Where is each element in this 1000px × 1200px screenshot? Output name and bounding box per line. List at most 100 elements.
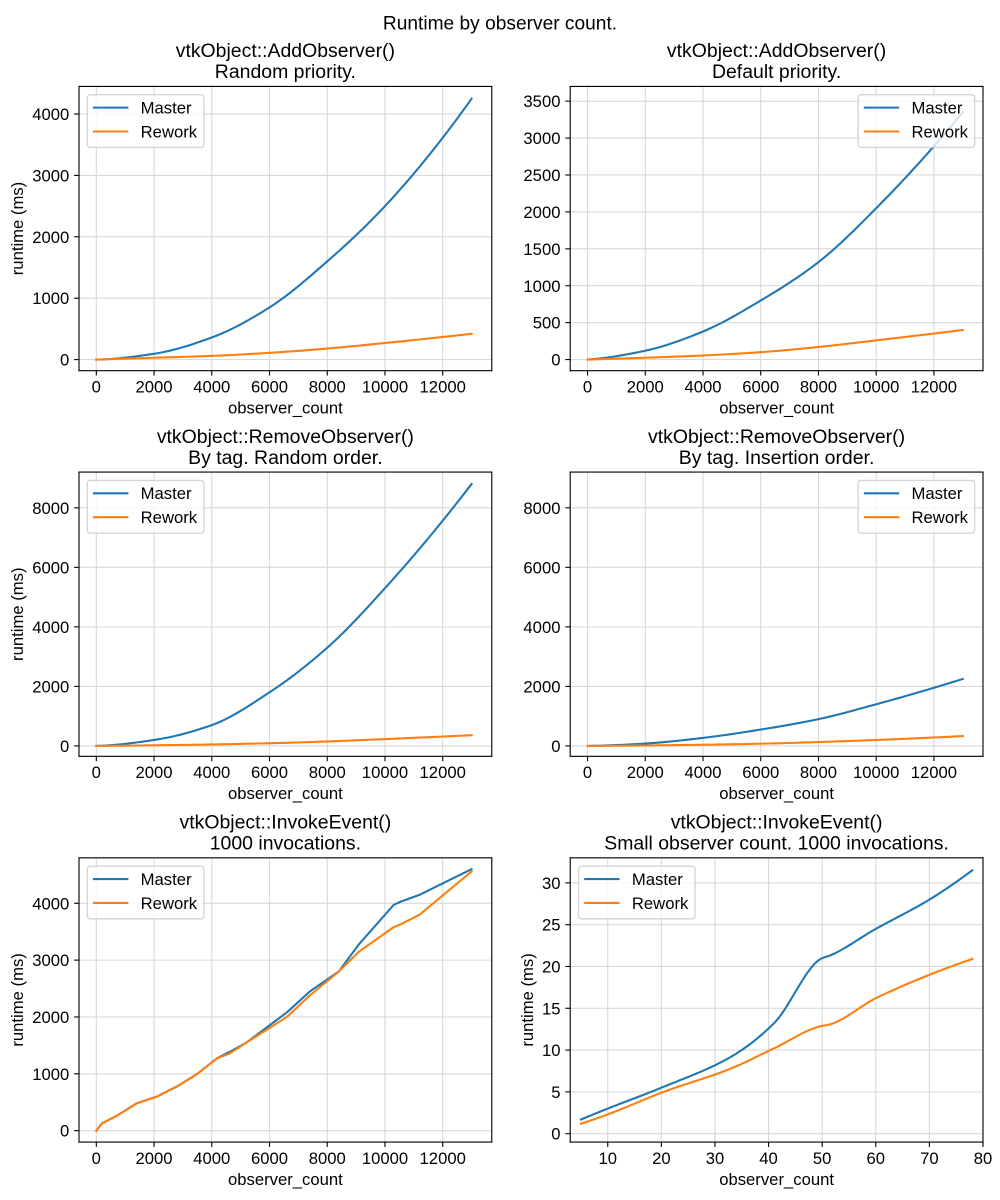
svg-text:8000: 8000: [32, 499, 69, 518]
svg-text:10000: 10000: [362, 763, 408, 782]
svg-text:1000: 1000: [32, 289, 69, 308]
svg-text:0: 0: [92, 1149, 101, 1168]
svg-text:30: 30: [542, 874, 561, 893]
svg-text:Master: Master: [141, 484, 192, 503]
svg-text:2000: 2000: [523, 677, 560, 696]
svg-text:Runtime by observer count.: Runtime by observer count.: [383, 13, 617, 34]
svg-text:8000: 8000: [800, 377, 837, 396]
svg-text:30: 30: [706, 1149, 725, 1168]
svg-text:2500: 2500: [523, 166, 560, 185]
svg-text:20: 20: [652, 1149, 671, 1168]
svg-text:Master: Master: [912, 98, 963, 117]
svg-text:25: 25: [542, 916, 561, 935]
svg-text:0: 0: [60, 1122, 69, 1141]
svg-text:8000: 8000: [800, 763, 837, 782]
svg-text:0: 0: [60, 351, 69, 370]
svg-text:3000: 3000: [523, 129, 560, 148]
svg-text:1500: 1500: [523, 240, 560, 259]
svg-text:12000: 12000: [420, 1149, 466, 1168]
svg-text:observer_count: observer_count: [228, 399, 343, 418]
svg-text:1000: 1000: [523, 277, 560, 296]
svg-text:runtime (ms): runtime (ms): [8, 953, 27, 1046]
svg-text:Rework: Rework: [632, 894, 689, 913]
svg-text:Random priority.: Random priority.: [215, 61, 356, 83]
svg-text:observer_count: observer_count: [719, 1170, 834, 1189]
svg-text:Rework: Rework: [912, 122, 969, 141]
svg-text:8000: 8000: [309, 377, 346, 396]
svg-text:10000: 10000: [362, 377, 408, 396]
svg-text:2000: 2000: [32, 1008, 69, 1027]
svg-text:2000: 2000: [136, 1149, 173, 1168]
svg-text:500: 500: [533, 314, 561, 333]
svg-text:runtime (ms): runtime (ms): [8, 182, 27, 275]
svg-text:4000: 4000: [32, 894, 69, 913]
svg-text:4000: 4000: [684, 763, 721, 782]
svg-text:0: 0: [583, 377, 592, 396]
svg-text:80: 80: [974, 1149, 993, 1168]
svg-text:4000: 4000: [684, 377, 721, 396]
svg-text:3500: 3500: [523, 92, 560, 111]
svg-text:vtkObject::AddObserver(): vtkObject::AddObserver(): [667, 40, 886, 62]
svg-text:10000: 10000: [362, 1149, 408, 1168]
svg-text:5: 5: [551, 1083, 560, 1102]
svg-text:50: 50: [813, 1149, 832, 1168]
svg-text:4000: 4000: [193, 763, 230, 782]
svg-text:10: 10: [598, 1149, 617, 1168]
svg-text:6000: 6000: [251, 763, 288, 782]
svg-text:4000: 4000: [32, 618, 69, 637]
svg-text:10: 10: [542, 1041, 561, 1060]
svg-text:12000: 12000: [911, 763, 957, 782]
svg-text:vtkObject::InvokeEvent(): vtkObject::InvokeEvent(): [179, 812, 391, 834]
svg-text:2000: 2000: [32, 228, 69, 247]
svg-text:12000: 12000: [420, 763, 466, 782]
svg-text:3000: 3000: [32, 166, 69, 185]
svg-text:4000: 4000: [523, 618, 560, 637]
svg-text:4000: 4000: [193, 1149, 230, 1168]
svg-text:Rework: Rework: [141, 122, 198, 141]
svg-text:observer_count: observer_count: [719, 399, 834, 418]
svg-text:2000: 2000: [32, 677, 69, 696]
svg-text:6000: 6000: [32, 558, 69, 577]
svg-text:8000: 8000: [309, 763, 346, 782]
svg-text:observer_count: observer_count: [719, 784, 834, 803]
svg-text:Default priority.: Default priority.: [712, 61, 841, 83]
svg-text:Master: Master: [912, 484, 963, 503]
svg-text:6000: 6000: [742, 763, 779, 782]
svg-text:6000: 6000: [251, 1149, 288, 1168]
svg-text:8000: 8000: [309, 1149, 346, 1168]
svg-text:Master: Master: [141, 98, 192, 117]
svg-text:0: 0: [551, 1125, 560, 1144]
svg-text:observer_count: observer_count: [228, 1170, 343, 1189]
svg-text:runtime (ms): runtime (ms): [518, 953, 537, 1046]
svg-text:Rework: Rework: [141, 894, 198, 913]
svg-text:By tag. Random order.: By tag. Random order.: [188, 447, 382, 469]
svg-text:20: 20: [542, 958, 561, 977]
svg-text:2000: 2000: [136, 377, 173, 396]
svg-text:vtkObject::AddObserver(): vtkObject::AddObserver(): [176, 40, 395, 62]
svg-text:Rework: Rework: [912, 508, 969, 527]
svg-text:15: 15: [542, 999, 561, 1018]
svg-text:8000: 8000: [523, 499, 560, 518]
svg-text:0: 0: [92, 377, 101, 396]
svg-text:By tag. Insertion order.: By tag. Insertion order.: [679, 447, 875, 469]
svg-text:1000 invocations.: 1000 invocations.: [210, 832, 361, 854]
svg-text:0: 0: [551, 351, 560, 370]
svg-text:runtime (ms): runtime (ms): [8, 567, 27, 660]
svg-text:0: 0: [583, 763, 592, 782]
svg-text:10000: 10000: [853, 377, 899, 396]
svg-text:Master: Master: [632, 870, 683, 889]
svg-text:2000: 2000: [136, 763, 173, 782]
svg-text:12000: 12000: [420, 377, 466, 396]
svg-text:70: 70: [920, 1149, 939, 1168]
svg-text:12000: 12000: [911, 377, 957, 396]
svg-text:40: 40: [759, 1149, 778, 1168]
svg-text:1000: 1000: [32, 1065, 69, 1084]
svg-text:Master: Master: [141, 870, 192, 889]
svg-text:vtkObject::RemoveObserver(): vtkObject::RemoveObserver(): [157, 426, 414, 448]
svg-text:vtkObject::InvokeEvent(): vtkObject::InvokeEvent(): [671, 812, 883, 834]
svg-text:6000: 6000: [742, 377, 779, 396]
svg-text:0: 0: [92, 763, 101, 782]
svg-text:10000: 10000: [853, 763, 899, 782]
svg-text:4000: 4000: [193, 377, 230, 396]
svg-text:60: 60: [867, 1149, 886, 1168]
